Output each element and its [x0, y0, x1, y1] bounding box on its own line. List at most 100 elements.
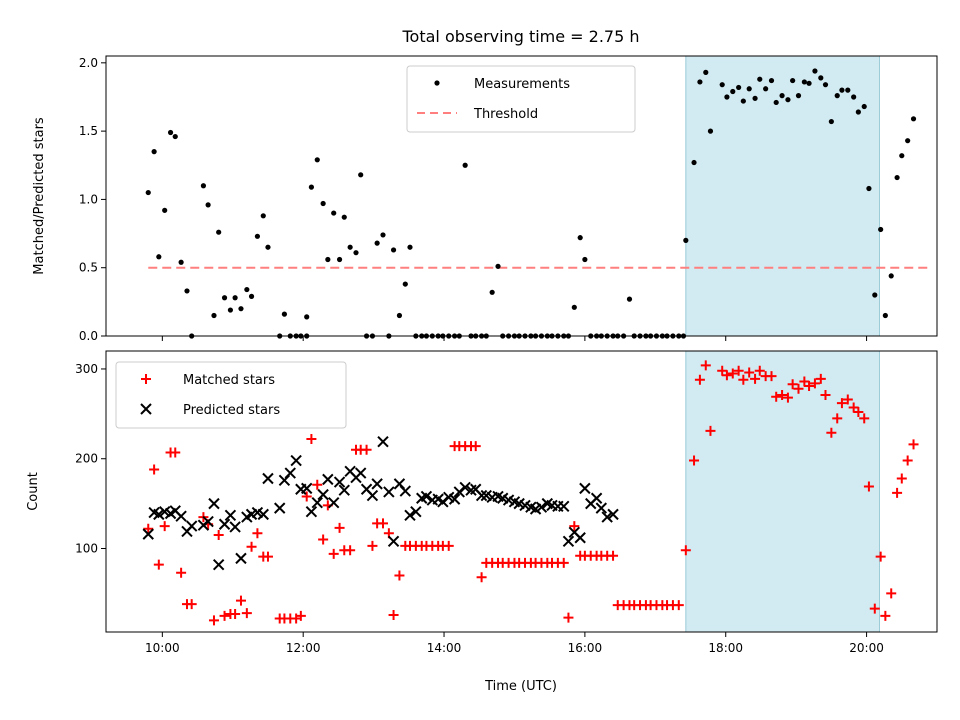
measurement-point [167, 129, 174, 136]
matched-marker [902, 455, 913, 466]
predicted-marker [218, 518, 231, 530]
measurement-point [806, 80, 812, 86]
x-tick-label: 18:00 [708, 641, 743, 655]
predicted-marker [366, 489, 379, 502]
measurement-point [888, 273, 894, 279]
measurement-point [172, 133, 178, 140]
measurement-point [905, 138, 911, 144]
measurement-point [851, 94, 857, 100]
measurement-point [358, 172, 364, 178]
measurement-point [304, 314, 310, 320]
y-tick-label: 1.0 [79, 192, 98, 206]
legend-label: Matched stars [183, 373, 275, 388]
measurement-point [407, 244, 413, 250]
predicted-marker [257, 508, 269, 521]
x-tick-label: 14:00 [427, 641, 462, 655]
predicted-marker [333, 476, 346, 488]
matched-marker [219, 610, 230, 621]
measurement-point [719, 82, 725, 88]
measurement-point [626, 296, 633, 302]
y-axis-label: Matched/Predicted stars [32, 117, 47, 275]
measurement-point [347, 244, 353, 250]
axes-frame [105, 350, 938, 633]
matched-marker [394, 570, 405, 581]
measurement-point [260, 213, 266, 219]
measurement-point [380, 232, 386, 238]
measurement-point [571, 304, 577, 310]
predicted-marker [420, 490, 433, 503]
matched-marker [246, 541, 257, 552]
predicted-marker [317, 488, 329, 501]
measurement-point [244, 286, 250, 293]
x-tick-label: 12:00 [286, 641, 321, 655]
predicted-marker [338, 484, 350, 496]
measurement-point [151, 149, 157, 155]
matched-marker [673, 600, 684, 611]
measurement-point [145, 189, 151, 196]
predicted-marker [185, 520, 198, 532]
measurement-point [238, 306, 244, 312]
matched-marker [717, 365, 728, 376]
predicted-marker [558, 500, 570, 513]
measurement-point [763, 86, 769, 92]
measurement-point [730, 88, 736, 95]
matched-marker [186, 599, 197, 610]
y-tick-label: 100 [75, 542, 98, 556]
matched-marker [880, 610, 891, 621]
matched-marker [869, 603, 880, 614]
matched-marker [836, 398, 847, 409]
x-tick-label: 16:00 [568, 641, 603, 655]
matched-marker [853, 407, 864, 418]
y-tick-label: 0.0 [79, 329, 98, 343]
predicted-marker [579, 482, 591, 495]
matched-marker [733, 365, 744, 376]
matched-marker [149, 464, 160, 475]
measurement-point [872, 292, 878, 298]
measurement-point [834, 93, 840, 99]
matched-marker [842, 394, 853, 405]
predicted-marker [224, 509, 237, 521]
matched-marker [443, 540, 454, 551]
measurement-point [839, 87, 845, 93]
predicted-marker [607, 508, 619, 521]
x-tick-label: 20:00 [849, 641, 884, 655]
matched-marker [754, 365, 765, 376]
measurement-point [582, 256, 588, 263]
measurement-point [910, 116, 917, 122]
predicted-marker [301, 482, 313, 495]
predicted-marker [399, 485, 412, 497]
measurement-point [752, 95, 758, 101]
measurement-point [757, 76, 763, 82]
y-tick-label: 200 [75, 452, 98, 466]
predicted-marker [387, 535, 400, 548]
matched-marker [832, 413, 843, 424]
measurement-point [402, 281, 408, 287]
axes-frame [105, 55, 938, 337]
y-axis-label: Count [26, 472, 41, 511]
predicted-marker [274, 502, 286, 514]
panels: 0.0 0.5 1.0 1.5 2.0 Matched/Predicted stars Me… [26, 55, 938, 655]
predicted-marker [574, 532, 586, 544]
matched-marker [892, 487, 903, 498]
matched-marker [771, 391, 782, 402]
measurement-point [489, 289, 495, 295]
predicted-marker [562, 535, 575, 548]
matched-marker [476, 572, 487, 583]
measurement-point [281, 311, 288, 317]
matched-marker [875, 551, 886, 562]
predicted-marker [322, 473, 334, 486]
measurement-point [178, 259, 184, 265]
panel-2: 100 200 300 10:00 12:00 14:00 16:00 18:00 20:00 C… [26, 350, 938, 655]
matched-marker [143, 523, 154, 534]
y-tick-label: 300 [75, 362, 98, 376]
matched-marker [301, 491, 312, 502]
matched-marker [569, 521, 580, 532]
matched-marker [680, 545, 691, 556]
matched-marker [388, 609, 399, 620]
predicted-marker [305, 505, 318, 518]
legend-box [115, 361, 347, 429]
y-tick-label: 2.0 [79, 56, 98, 70]
figure-title: Total observing time = 2.75 h [401, 27, 639, 46]
measurement-point [353, 250, 359, 256]
